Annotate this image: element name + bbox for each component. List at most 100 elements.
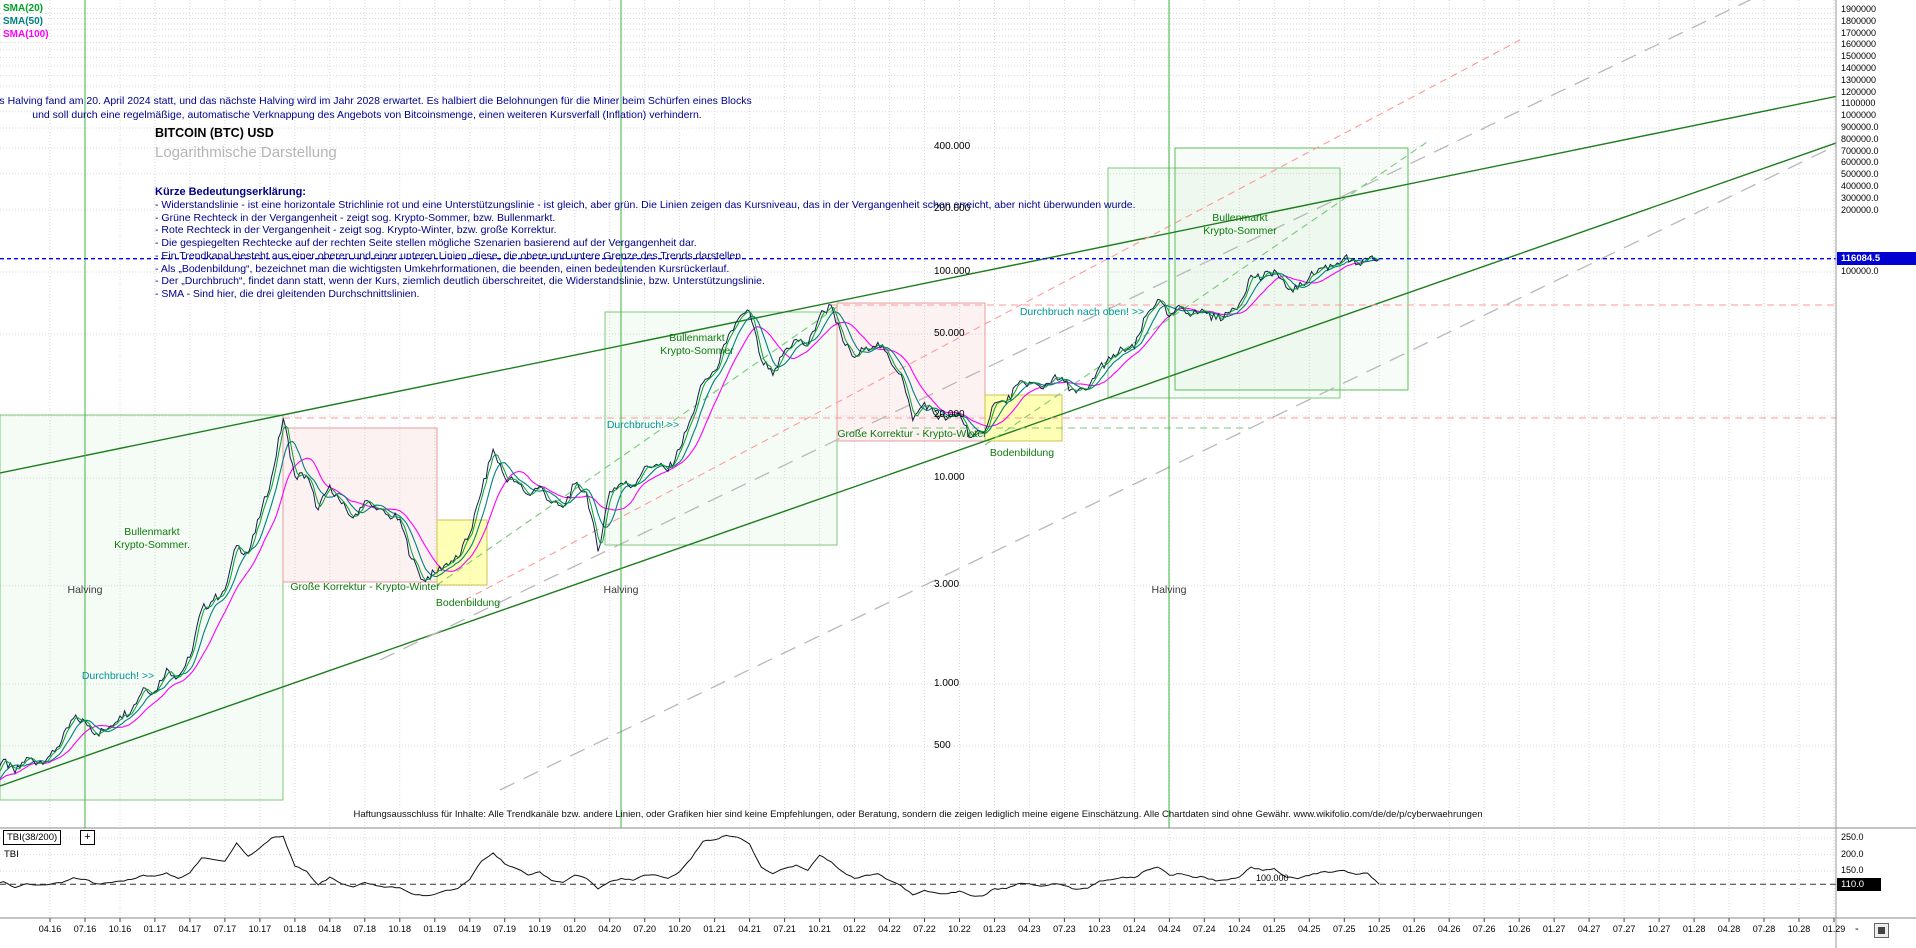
- annotation-line: Krypto-Sommer: [1203, 224, 1277, 237]
- annotation-breakout-2: Durchbruch! >>: [607, 419, 679, 432]
- annotation-bull-market-1: Bullenmarkt Krypto-Sommer.: [114, 526, 190, 551]
- date-axis-label: 10.26: [1507, 924, 1531, 934]
- date-axis-label: 10.24: [1228, 924, 1251, 934]
- date-axis-label: 07.28: [1752, 924, 1776, 934]
- region-correction-1: [282, 427, 438, 583]
- date-axis-label: 07.17: [213, 924, 237, 934]
- price-axis-label: 300000.0: [1841, 192, 1879, 203]
- annotation-bull-market-2: Bullenmarkt Krypto-Sommer: [660, 332, 734, 357]
- scrollbar-box[interactable]: [1874, 923, 1889, 938]
- annotation-bottom-1: Bodenbildung: [436, 597, 500, 610]
- trendline-projection-diagonal-green-2: [436, 306, 838, 586]
- date-axis-label: 04.22: [878, 924, 901, 934]
- tbi-expand-button[interactable]: +: [80, 830, 95, 845]
- date-axis-label: 01.24: [1123, 924, 1146, 934]
- region-bottom-formation-1: [436, 519, 488, 586]
- date-axis-label: 10.21: [808, 924, 831, 934]
- date-axis-label: 04.23: [1018, 924, 1041, 934]
- tbi-axis-label: 250.0: [1841, 832, 1864, 842]
- explanation-heading: Kürze Bedeutungserklärung:: [155, 186, 306, 198]
- annotation-halving-3: Halving: [1151, 584, 1186, 597]
- annotation-bottom-2: Bodenbildung: [990, 447, 1054, 460]
- date-axis-label: 01.29: [1822, 924, 1846, 934]
- date-axis-label: 07.18: [353, 924, 377, 934]
- annotation-line: Halving: [67, 584, 103, 596]
- explanation-line: - Als „Bodenbildung“, bezeichnet man die…: [155, 262, 730, 275]
- explanation-line: - Der „Durchbruch“, findet dann statt, w…: [155, 275, 765, 288]
- price-axis-label: 400000.0: [1841, 181, 1879, 191]
- price-axis-label: 700000.0: [1841, 145, 1879, 156]
- price-line: [0, 253, 1380, 775]
- date-axis-label: 04.17: [178, 924, 202, 934]
- region-mirrored-scenario: [1174, 147, 1409, 391]
- region-bull-market-1: [0, 414, 284, 801]
- annotation-halving-2: Halving: [603, 584, 638, 597]
- annotation-line: Bodenbildung: [989, 447, 1055, 459]
- price-axis-label: 600000.0: [1841, 157, 1879, 168]
- date-axis-label: 01.27: [1542, 924, 1566, 934]
- annotation-line: Durchbruch! >>: [606, 419, 680, 431]
- price-axis-label: 900000.0: [1841, 122, 1879, 132]
- date-axis-label: 04.24: [1158, 924, 1181, 934]
- annotation-line: Bullenmarkt: [124, 526, 180, 538]
- annotation-line: Bullenmarkt: [1212, 212, 1268, 224]
- tbi-indicator-label[interactable]: TBI(38/200): [3, 830, 62, 845]
- date-axis-label: 07.23: [1053, 924, 1076, 934]
- annotation-breakout-1: Durchbruch! >>: [82, 670, 154, 683]
- price-axis-label: 1900000: [1841, 4, 1877, 14]
- annotation-line: Bodenbildung: [435, 597, 501, 609]
- price-axis-label: 500000.0: [1841, 169, 1879, 180]
- explanation-line: - Ein Trendkanal besteht aus einer obere…: [155, 249, 744, 262]
- price-gridline-label: 500: [934, 739, 951, 751]
- grid: [0, 0, 1836, 918]
- date-axis-label: 07.21: [773, 924, 796, 934]
- price-gridline-label: 20.000: [934, 409, 965, 421]
- date-axis-label: 10.25: [1367, 924, 1391, 934]
- sma-legend-item-sma100: SMA(100): [3, 29, 49, 40]
- price-axis-label: 1200000: [1841, 86, 1877, 97]
- date-axis-label: 07.25: [1333, 924, 1356, 934]
- date-axis-label: 01.28: [1682, 924, 1706, 934]
- halving-note: Das Halving fand am 20. April 2024 statt…: [0, 95, 752, 122]
- tbi-axis-label: 150.0: [1841, 865, 1864, 876]
- price-axis-label: 1600000: [1841, 39, 1877, 50]
- date-axis-label: 07.16: [73, 924, 97, 934]
- date-axis-label: 01.23: [983, 924, 1006, 934]
- price-gridline-label: 200.000: [934, 203, 971, 215]
- date-axis-label: 01.25: [1263, 924, 1286, 934]
- price-gridline-label: 100.000: [934, 265, 971, 277]
- date-axis-label: 07.19: [493, 924, 516, 934]
- date-axis-label: 10.19: [528, 924, 551, 934]
- chart-title: BITCOIN (BTC) USD: [155, 126, 274, 140]
- explanation-line: - Die gespiegelten Rechtecke auf der rec…: [155, 237, 697, 250]
- price-gridline-label: 1.000: [934, 677, 960, 689]
- annotation-line: Bullenmarkt: [669, 332, 725, 344]
- tbi-axis-label: 200.0: [1841, 848, 1864, 859]
- price-axis-label: 1500000: [1841, 51, 1877, 62]
- sma20-line: [0, 257, 1380, 773]
- annotation-breakout-3: Durchbruch nach oben! >>: [1020, 306, 1144, 319]
- date-axis-label: 04.26: [1437, 924, 1461, 934]
- date-axis-label: 10.18: [388, 924, 412, 934]
- trendline-resistance-trend: [0, 95, 1836, 474]
- price-axis-label: 800000.0: [1841, 133, 1879, 144]
- price-axis-label: 1100000: [1841, 98, 1876, 109]
- date-axis-label: 10.17: [248, 924, 272, 934]
- legend-explanation: Kürze Bedeutungserklärung: - Widerstands…: [155, 185, 1136, 301]
- explanation-line: - Widerstandslinie - ist eine horizontal…: [155, 199, 1136, 211]
- date-axis-label: 10.23: [1088, 924, 1111, 934]
- annotation-correction-2: Große Korrektur - Krypto-Winter: [837, 428, 986, 441]
- date-axis-trailing: -: [1855, 923, 1859, 935]
- date-axis-label: 01.18: [283, 924, 307, 934]
- price-axis-label: 1800000: [1841, 15, 1877, 26]
- trendline-gray-channel-lower: [499, 144, 1836, 791]
- date-axis-label: 07.26: [1472, 924, 1496, 934]
- date-axis-label: 10.27: [1647, 924, 1671, 934]
- price-gridline-label: 400.000: [934, 141, 971, 153]
- scrollbar-thumb[interactable]: [1878, 927, 1885, 934]
- date-axis-label: 01.22: [843, 924, 866, 934]
- price-axis-label: 1000000: [1841, 110, 1877, 121]
- date-axis-label: 07.22: [913, 924, 936, 934]
